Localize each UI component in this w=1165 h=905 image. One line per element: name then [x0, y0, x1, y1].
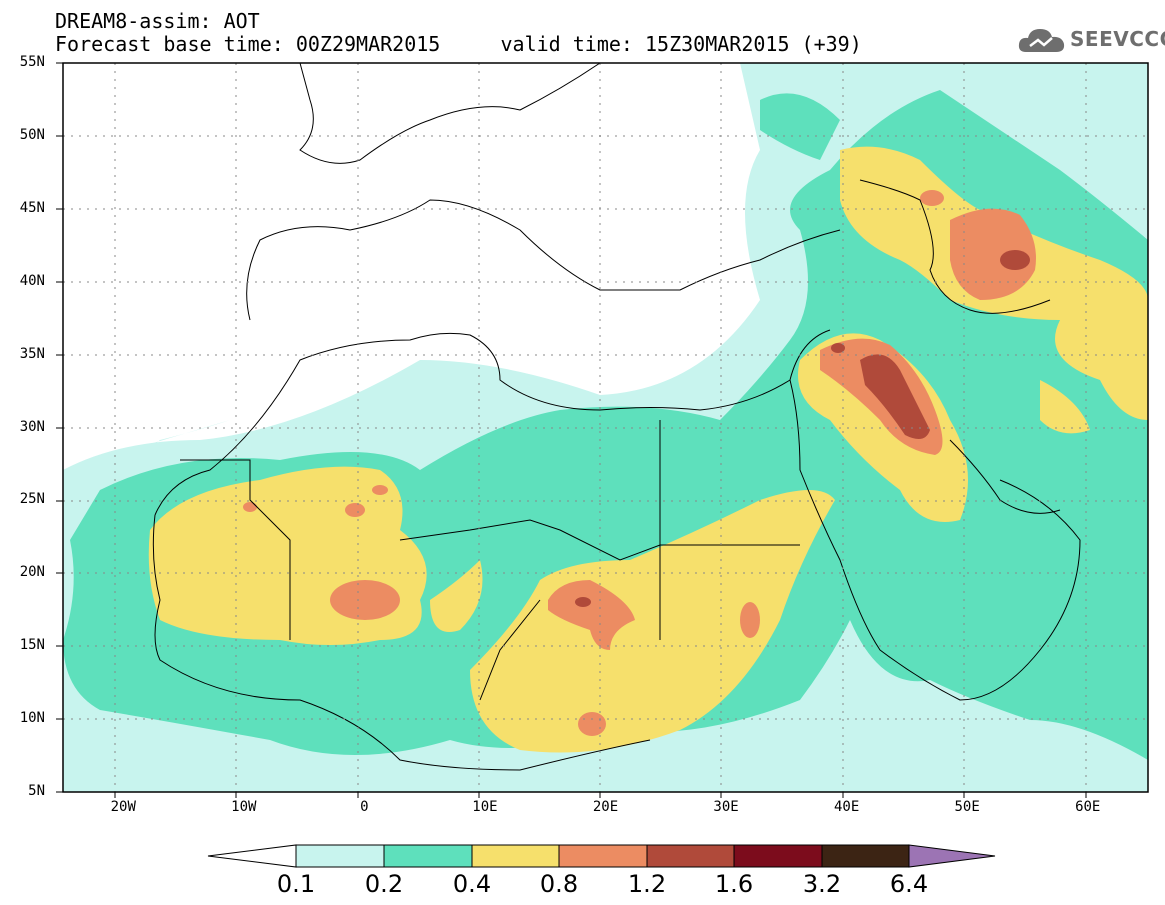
latitude-label: 50N [19, 126, 45, 143]
latitude-label: 40N [19, 272, 45, 289]
colorbar [207, 844, 996, 868]
longitude-label: 20E [592, 799, 619, 815]
colorbar-segment-0.8 [558, 844, 648, 868]
cloud-icon [1018, 29, 1065, 52]
longitude-label: 30E [713, 799, 739, 815]
longitude-label: 0 [360, 799, 369, 815]
colorbar-segment-0.4 [471, 844, 560, 868]
graticule [63, 63, 1148, 792]
colorbar-segment-3.2 [821, 844, 910, 868]
colorbar-label: 3.2 [802, 870, 842, 898]
latitude-label: 55N [19, 54, 45, 70]
colorbar-segment-0.2 [383, 844, 473, 868]
colorbar-label: 6.4 [889, 870, 929, 898]
forecast-time-subtitle: Forecast base time: 00Z29MAR2015 valid t… [55, 32, 862, 56]
colorbar-label: 1.6 [714, 870, 754, 898]
map-title: DREAM8-assim: AOT [55, 9, 260, 33]
colorbar-segment-0.1 [295, 844, 385, 868]
latitude-label: 15N [19, 637, 45, 654]
colorbar-segment-1.2 [646, 844, 735, 868]
latitude-label: 35N [19, 345, 45, 362]
colorbar-label: 0.1 [276, 870, 316, 898]
colorbar-under-arrow [207, 844, 297, 868]
latitude-label: 30N [19, 418, 45, 435]
longitude-label: 10E [472, 799, 498, 815]
axis-ticks [56, 62, 1087, 798]
colorbar-label: 0.4 [452, 870, 492, 898]
coastlines [152, 63, 1081, 771]
colorbar-label: 0.8 [539, 870, 579, 898]
longitude-label: 40E [833, 799, 860, 815]
colorbar-label: 1.2 [627, 870, 667, 898]
seevccc-logo: SEEVCCC [1018, 24, 1165, 56]
aot-contour-1.2 [575, 250, 1030, 607]
logo-text: SEEVCCC [1070, 27, 1165, 51]
longitude-label: 50E [954, 799, 980, 815]
latitude-label: 5N [28, 783, 45, 799]
latitude-label: 20N [19, 564, 45, 581]
colorbar-over-arrow [908, 844, 996, 868]
latitude-label: 10N [19, 710, 45, 727]
longitude-label: 10W [231, 799, 257, 815]
latitude-label: 25N [19, 491, 45, 508]
colorbar-segment-1.6 [733, 844, 823, 868]
latitude-label: 45N [19, 199, 45, 216]
colorbar-label: 0.2 [364, 870, 404, 898]
longitude-label: 60E [1075, 799, 1101, 815]
longitude-label: 20W [110, 799, 136, 815]
